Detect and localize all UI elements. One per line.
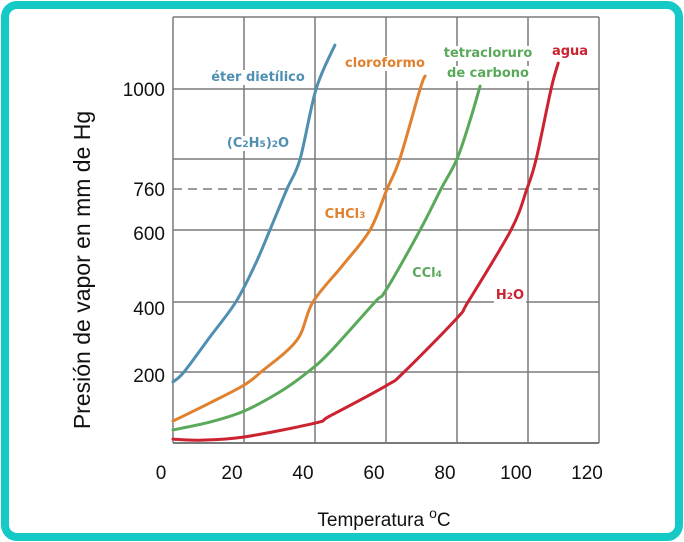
y-tick-label: 600 [133, 224, 165, 245]
y-tick-label: 400 [133, 299, 165, 320]
label-background [493, 288, 527, 303]
label-background [410, 266, 444, 281]
x-tick-label: 0 [156, 463, 167, 484]
label-background [343, 56, 428, 71]
label-background [209, 70, 307, 85]
x-tick-label: 60 [363, 463, 384, 484]
y-axis-title: Presión de vapor en mm de Hg [69, 111, 95, 429]
series-name-label: de carbono [447, 66, 529, 81]
series-line-1 [171, 74, 427, 423]
y-tick-label: 1000 [123, 80, 165, 101]
x-tick-label: 120 [571, 463, 603, 484]
series-formula-label: H2O [496, 288, 524, 303]
y-tick-label: 760 [133, 180, 165, 201]
label-background [445, 66, 532, 81]
curves [171, 43, 560, 442]
degree-sup: o [429, 505, 437, 521]
x-tick-label: 80 [434, 463, 455, 484]
series-line-0 [171, 43, 337, 384]
x-axis-title-text: Temperatura [317, 510, 424, 531]
label-background [441, 46, 535, 61]
x-tick-label: 100 [500, 463, 532, 484]
tick-labels: 0 20 40 60 80 100 120 200 400 600 760 1000 [123, 80, 603, 484]
series-name-label: éter dietílico [211, 70, 305, 85]
x-tick-label: 40 [292, 463, 313, 484]
series-formula-label: CCl4 [412, 266, 442, 281]
series-formula-label: CHCl3 [325, 207, 366, 222]
series-name-label: tetracloruro [444, 46, 533, 61]
grid [172, 16, 600, 444]
label-background [549, 44, 591, 59]
series-name-label: cloroformo [345, 56, 425, 71]
x-axis-unit: C [437, 510, 451, 531]
series-line-2 [171, 84, 482, 432]
series-labels: éter dietílico (C2H5)2O cloroformo CHCl3 tet… [209, 44, 591, 303]
label-background [322, 207, 368, 222]
series-line-3 [171, 61, 560, 442]
x-tick-label: 20 [221, 463, 242, 484]
x-axis-title: Temperatura oC [317, 505, 450, 531]
series-formula-label: (C2H5)2O [227, 136, 289, 151]
label-background [224, 136, 292, 151]
y-tick-label: 200 [133, 366, 165, 387]
series-name-label: agua [552, 44, 588, 59]
